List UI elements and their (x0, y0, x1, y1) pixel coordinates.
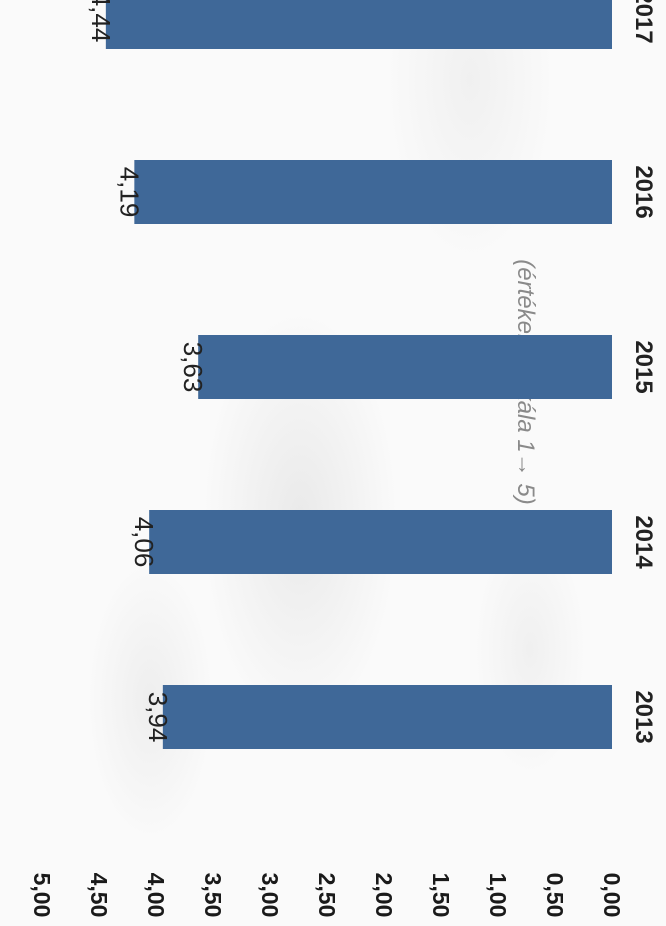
y-tick-label: 1,00 (485, 873, 511, 918)
y-tick-label: 3,00 (257, 873, 283, 918)
bar (198, 335, 612, 399)
y-tick-label: 3,50 (200, 873, 226, 918)
bar (105, 0, 612, 49)
y-tick-label: 4,50 (86, 873, 112, 918)
bar (134, 160, 612, 224)
y-tick-label: 1,50 (428, 873, 454, 918)
bar-value-label: 3,63 (178, 342, 208, 393)
category-label: 2013 (630, 690, 657, 743)
y-tick-label: 2,50 (314, 873, 340, 918)
bar (149, 510, 612, 574)
y-tick-label: 2,00 (371, 873, 397, 918)
y-tick-label: 5,00 (29, 873, 55, 918)
y-tick-label: 0,00 (599, 873, 625, 918)
category-label: 2016 (630, 165, 657, 218)
category-label: 2017 (630, 0, 657, 44)
bar-value-label: 4,19 (114, 167, 144, 218)
bar-value-label: 4,44 (86, 0, 116, 42)
category-label: 2014 (630, 515, 657, 569)
y-tick-label: 0,50 (542, 873, 568, 918)
category-label: 2015 (630, 340, 657, 393)
bar (162, 685, 612, 749)
bar-value-label: 3,94 (143, 692, 173, 743)
bar-value-label: 4,06 (129, 517, 159, 568)
y-tick-label: 4,00 (143, 873, 169, 918)
